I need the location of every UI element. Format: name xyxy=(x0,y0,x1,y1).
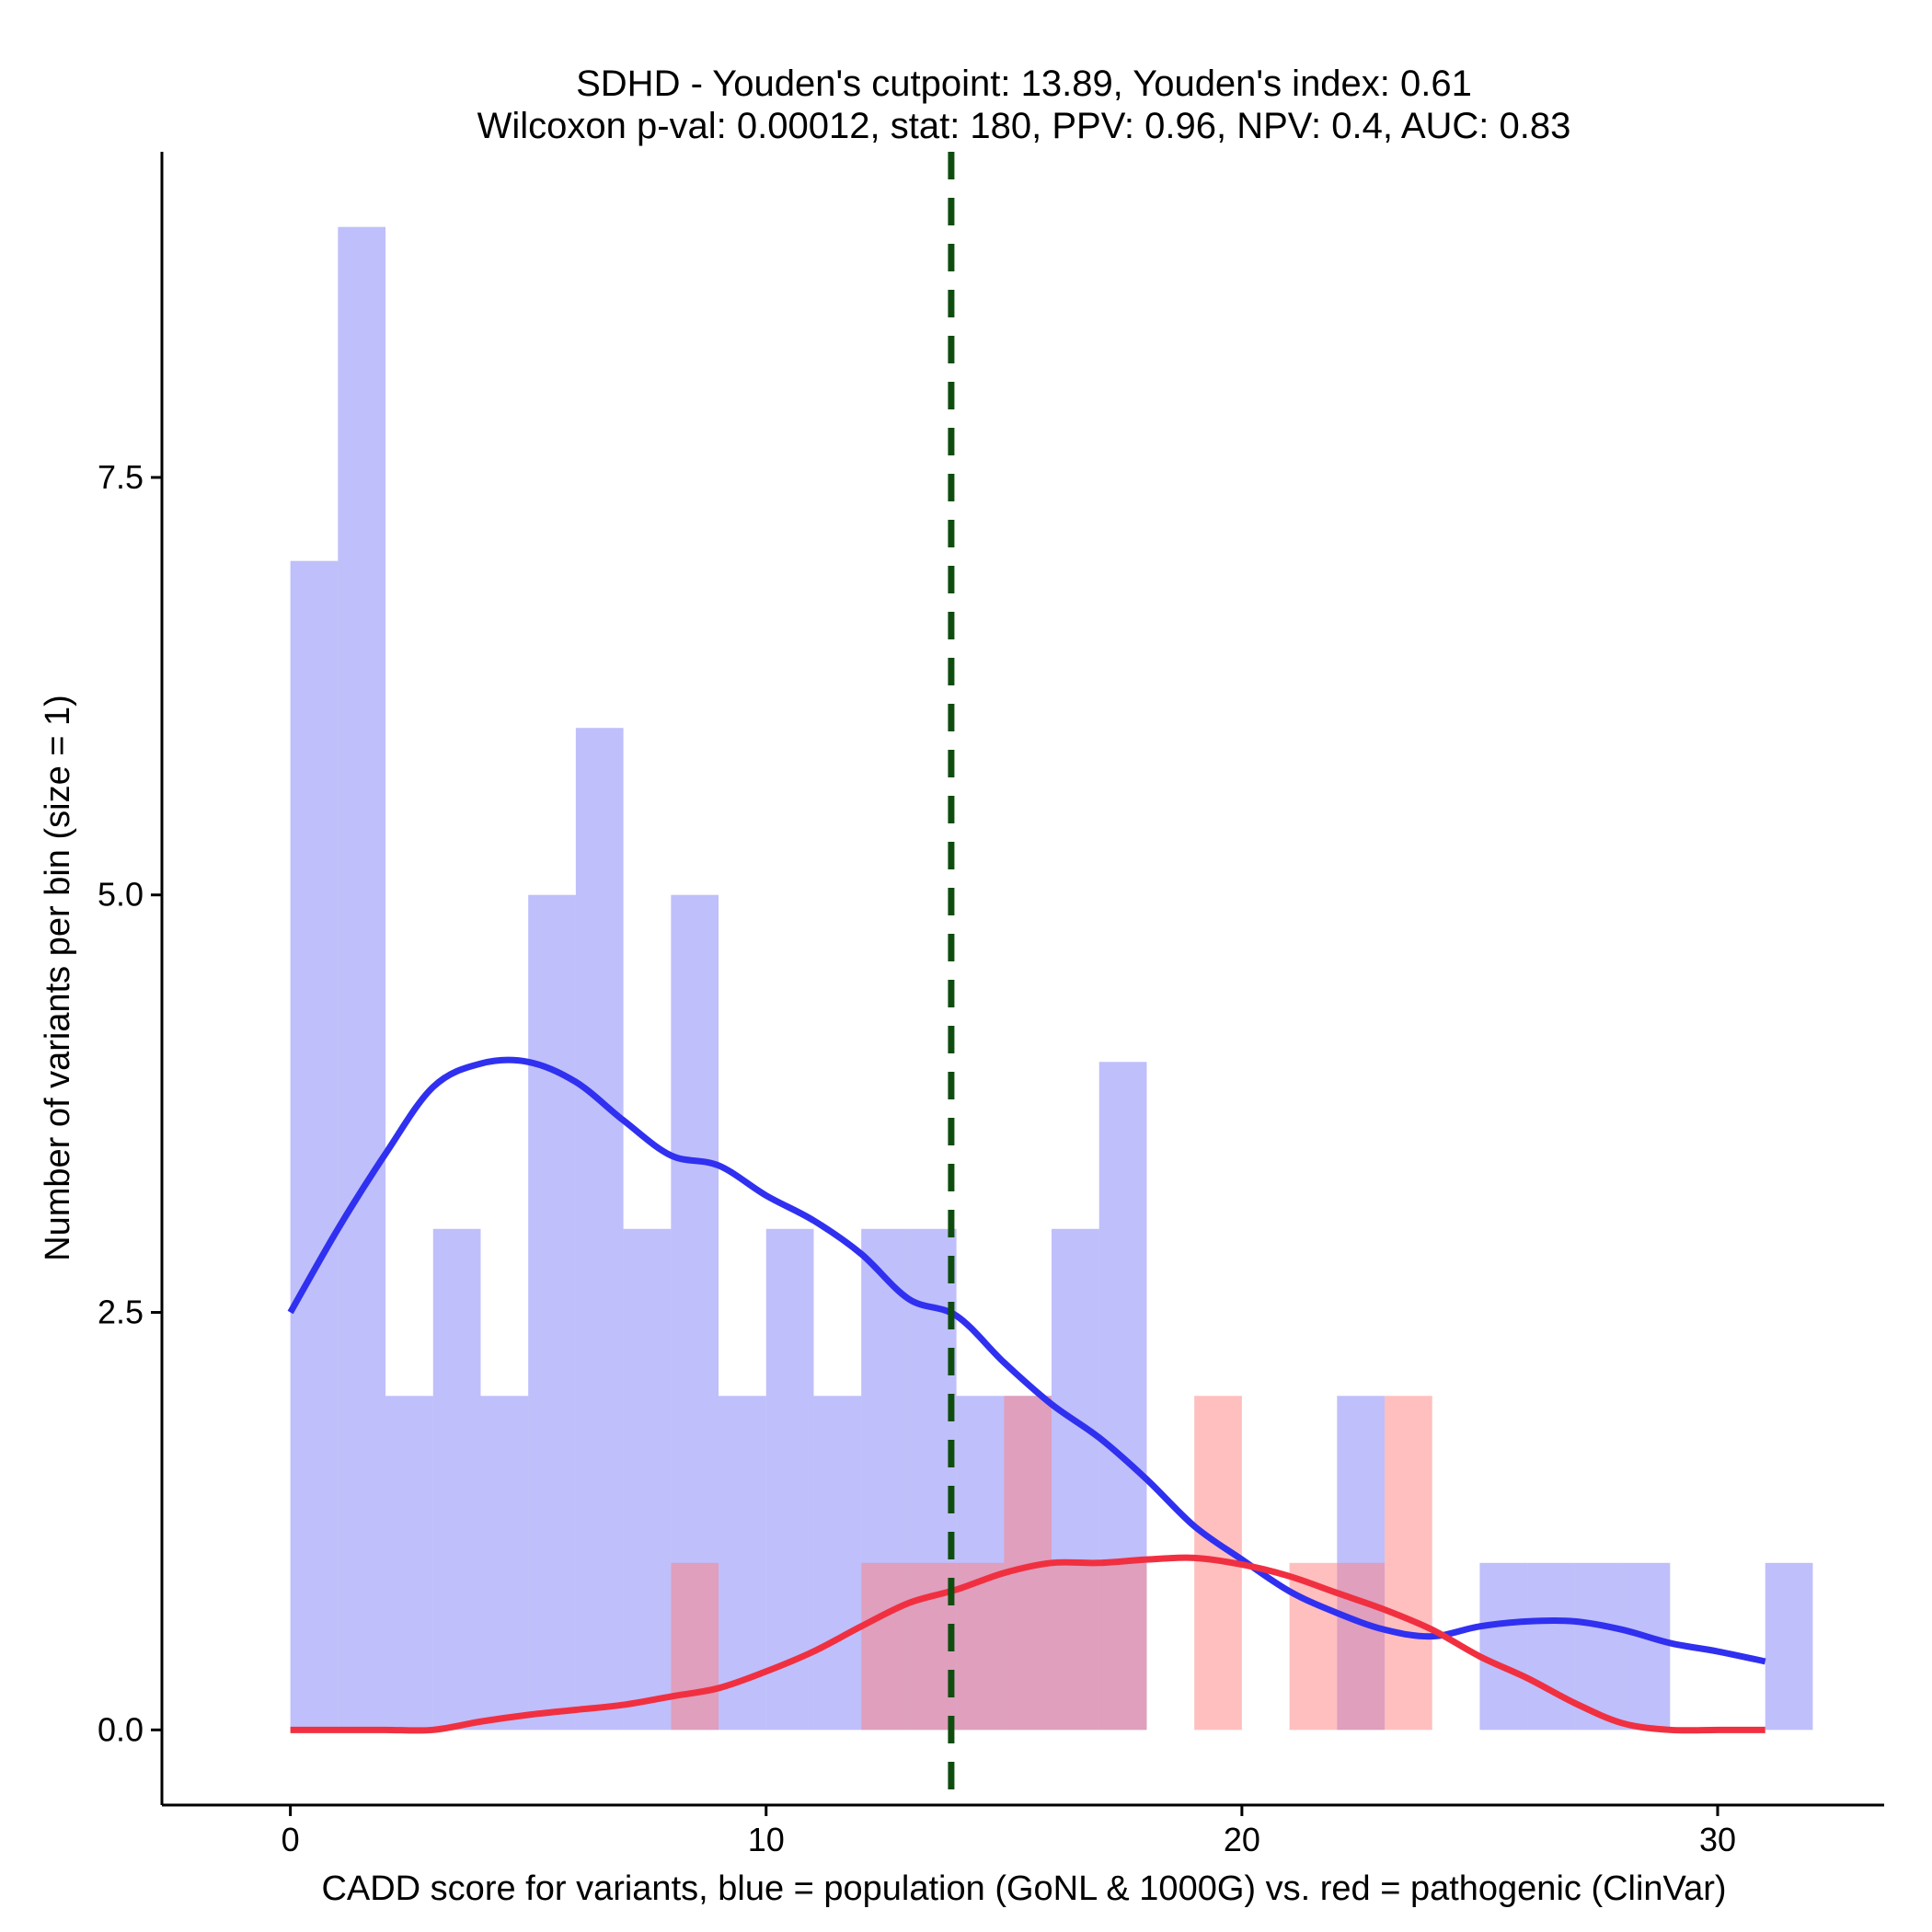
population-bar xyxy=(480,1396,529,1731)
population-bar xyxy=(290,560,339,1731)
chart-title: SDHD - Youden's cutpoint: 13.89, Youden'… xyxy=(576,63,1472,104)
x-tick-label: 30 xyxy=(1699,1821,1736,1858)
population-bar xyxy=(528,894,576,1731)
y-tick-label: 2.5 xyxy=(98,1294,144,1331)
y-axis-label: Number of variants per bin (size = 1) xyxy=(39,695,77,1261)
pathogenic-bar xyxy=(861,1562,909,1731)
population-bar xyxy=(338,226,386,1731)
x-tick-label: 0 xyxy=(282,1821,300,1858)
population-density-line xyxy=(287,1056,1766,1665)
population-bar xyxy=(432,1228,481,1731)
chart-subtitle: Wilcoxon p-val: 0.00012, stat: 180, PPV:… xyxy=(477,106,1571,146)
population-bar xyxy=(1765,1562,1813,1731)
population-bar xyxy=(575,728,624,1731)
pathogenic-density-line xyxy=(290,1554,1765,1734)
population-bar xyxy=(1527,1562,1575,1731)
pathogenic-bar xyxy=(1385,1396,1432,1731)
y-tick-label: 7.5 xyxy=(98,458,144,496)
pathogenic-bar xyxy=(1337,1562,1386,1731)
x-tick-label: 20 xyxy=(1224,1821,1260,1858)
population-bar xyxy=(623,1228,672,1731)
pathogenic-bars xyxy=(671,1396,1432,1731)
x-axis-ticks: 0 10 20 30 xyxy=(282,1805,1736,1858)
population-bar xyxy=(385,1396,433,1731)
x-tick-label: 10 xyxy=(748,1821,785,1858)
pathogenic-bar xyxy=(1098,1562,1147,1731)
y-tick-label: 5.0 xyxy=(98,876,144,914)
x-axis-label: CADD score for variants, blue = populati… xyxy=(321,1869,1726,1908)
y-axis-ticks: 0.0 2.5 5.0 7.5 xyxy=(98,458,162,1748)
y-tick-label: 0.0 xyxy=(98,1710,144,1748)
density-lines xyxy=(287,1056,1766,1734)
population-bar xyxy=(1574,1562,1623,1731)
population-bar xyxy=(765,1228,814,1731)
population-bar xyxy=(813,1396,862,1731)
population-bar xyxy=(1622,1562,1671,1731)
pathogenic-bar xyxy=(671,1562,719,1731)
pathogenic-bar xyxy=(1052,1562,1099,1731)
pathogenic-bar xyxy=(956,1562,1005,1731)
population-bar xyxy=(1479,1562,1528,1731)
